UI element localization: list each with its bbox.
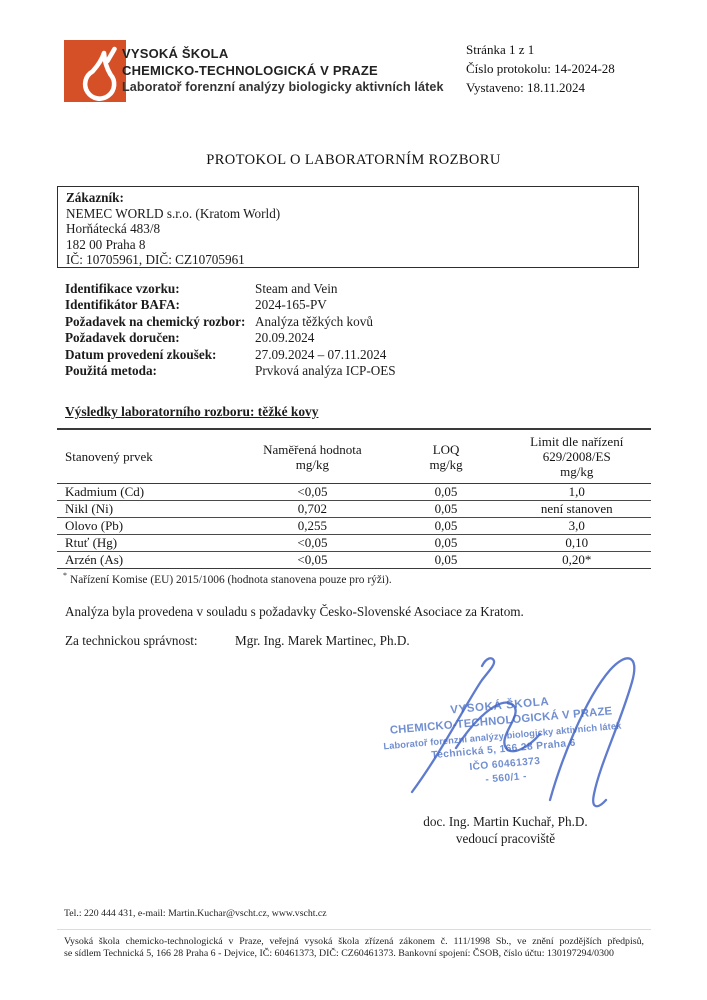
compliance-statement: Analýza byla provedena v souladu s požad… (65, 604, 524, 619)
footer-contact: Tel.: 220 444 431, e-mail: Martin.Kuchar… (64, 908, 327, 919)
column-header-limit: Limit dle nařízení 629/2008/ES mg/kg (502, 428, 651, 484)
approval-label: Za technickou správnost: (65, 633, 198, 648)
table-header-row: Stanovený prvek Naměřená hodnota mg/kg L… (57, 428, 651, 484)
customer-box: Zákazník: NEMEC WORLD s.r.o. (Kratom Wor… (57, 186, 639, 268)
cell-limit: 0,10 (502, 534, 651, 552)
info-label: Identifikátor BAFA: (65, 297, 180, 313)
signer-block: doc. Ing. Martin Kuchař, Ph.D. vedoucí p… (393, 813, 618, 847)
cell-measured: 0,702 (235, 500, 390, 518)
cell-loq: 0,05 (389, 551, 503, 569)
cell-loq: 0,05 (389, 483, 503, 501)
footnote-asterisk: * (63, 571, 67, 580)
issue-date: Vystaveno: 18.11.2024 (466, 80, 586, 95)
cell-loq: 0,05 (389, 517, 503, 535)
cell-element: Olovo (Pb) (57, 517, 236, 535)
info-label: Požadavek doručen: (65, 330, 180, 346)
results-table: Stanovený prvek Naměřená hodnota mg/kg L… (57, 428, 651, 569)
sample-info: Identifikace vzorku: Steam and Vein Iden… (65, 281, 396, 379)
customer-name: NEMEC WORLD s.r.o. (Kratom World) (66, 205, 281, 221)
info-value: Analýza těžkých kovů (255, 313, 373, 329)
info-row: Identifikace vzorku: Steam and Vein (65, 281, 396, 297)
brand-line-1: VYSOKÁ ŠKOLA (122, 46, 229, 61)
info-value: 20.09.2024 (255, 330, 315, 346)
table-footnote: * Nařízení Komise (EU) 2015/1006 (hodnota… (63, 571, 392, 586)
footer-divider (57, 929, 651, 930)
cell-loq: 0,05 (389, 534, 503, 552)
info-value: Steam and Vein (255, 281, 338, 296)
cell-loq: 0,05 (389, 500, 503, 518)
protocol-number: Číslo protokolu: 14-2024-28 (466, 61, 615, 76)
table-row: Arzén (As) <0,05 0,05 0,20* (57, 551, 651, 569)
signer-role: vedoucí pracoviště (455, 831, 556, 846)
column-header-element: Stanovený prvek (57, 428, 236, 484)
cell-measured: <0,05 (235, 551, 390, 569)
info-row: Požadavek doručen: 20.09.2024 (65, 330, 396, 346)
page-count: Stránka 1 z 1 (466, 42, 535, 57)
cell-limit: není stanoven (502, 500, 651, 518)
info-label: Požadavek na chemický rozbor: (65, 313, 246, 329)
info-label: Identifikace vzorku: (65, 281, 180, 296)
info-row: Požadavek na chemický rozbor: Analýza tě… (65, 314, 396, 330)
table-row: Rtuť (Hg) <0,05 0,05 0,10 (57, 534, 651, 552)
drop-icon (82, 46, 117, 101)
cell-measured: 0,255 (235, 517, 390, 535)
cell-limit: 0,20* (502, 551, 651, 569)
info-value: Prvková analýza ICP-OES (255, 363, 396, 379)
footnote-text: Nařízení Komise (EU) 2015/1006 (hodnota … (70, 573, 392, 586)
info-value: 2024-165-PV (255, 297, 327, 313)
customer-label: Zákazník: (66, 190, 124, 205)
cell-measured: <0,05 (235, 483, 390, 501)
approval-name: Mgr. Ing. Marek Martinec, Ph.D. (235, 633, 410, 648)
info-label: Použitá metoda: (65, 363, 157, 379)
info-row: Použitá metoda: Prvková analýza ICP-OES (65, 363, 396, 379)
signer-name: doc. Ing. Martin Kuchař, Ph.D. (423, 814, 588, 829)
results-heading: Výsledky laboratorního rozboru: těžké ko… (65, 404, 319, 419)
page-title: PROTOKOL O LABORATORNÍM ROZBORU (206, 152, 501, 168)
document-meta: Stránka 1 z 1 Číslo protokolu: 14-2024-2… (466, 40, 615, 97)
column-header-loq: LOQ mg/kg (389, 428, 503, 484)
vscht-logo (64, 40, 126, 102)
cell-measured: <0,05 (235, 534, 390, 552)
table-row: Kadmium (Cd) <0,05 0,05 1,0 (57, 483, 651, 501)
customer-city: 182 00 Praha 8 (66, 236, 146, 252)
brand-block: VYSOKÁ ŠKOLA CHEMICKO-TECHNOLOGICKÁ V PR… (122, 45, 444, 96)
customer-street: Horňátecká 483/8 (66, 221, 161, 237)
info-value: 27.09.2024 – 07.11.2024 (255, 346, 387, 362)
footer-legal-line-1: Vysoká škola chemicko-technologická v Pr… (64, 936, 644, 947)
cell-limit: 1,0 (502, 483, 651, 501)
footer-legal-line-2: se sídlem Technická 5, 166 28 Praha 6 - … (64, 947, 614, 959)
table-row: Olovo (Pb) 0,255 0,05 3,0 (57, 517, 651, 535)
brand-line-2: CHEMICKO-TECHNOLOGICKÁ V PRAZE (122, 63, 378, 78)
cell-element: Rtuť (Hg) (57, 534, 236, 552)
info-row: Datum provedení zkoušek: 27.09.2024 – 07… (65, 347, 396, 363)
customer-ids: IČ: 10705961, DIČ: CZ10705961 (66, 252, 245, 268)
cell-element: Kadmium (Cd) (57, 483, 236, 501)
info-row: Identifikátor BAFA: 2024-165-PV (65, 297, 396, 313)
laboratory-stamp: VYSOKÁ ŠKOLA CHEMICKO-TECHNOLOGICKÁ V PR… (380, 689, 627, 797)
cell-element: Arzén (As) (57, 551, 236, 569)
cell-element: Nikl (Ni) (57, 500, 236, 518)
cell-limit: 3,0 (502, 517, 651, 535)
brand-line-3: Laboratoř forenzní analýzy biologicky ak… (122, 80, 444, 94)
column-header-measured: Naměřená hodnota mg/kg (235, 428, 390, 484)
info-label: Datum provedení zkoušek: (65, 346, 217, 362)
table-row: Nikl (Ni) 0,702 0,05 není stanoven (57, 500, 651, 518)
footer-legal: Vysoká škola chemicko-technologická v Pr… (64, 936, 644, 960)
approval-line: Za technickou správnost: Mgr. Ing. Marek… (65, 633, 410, 649)
